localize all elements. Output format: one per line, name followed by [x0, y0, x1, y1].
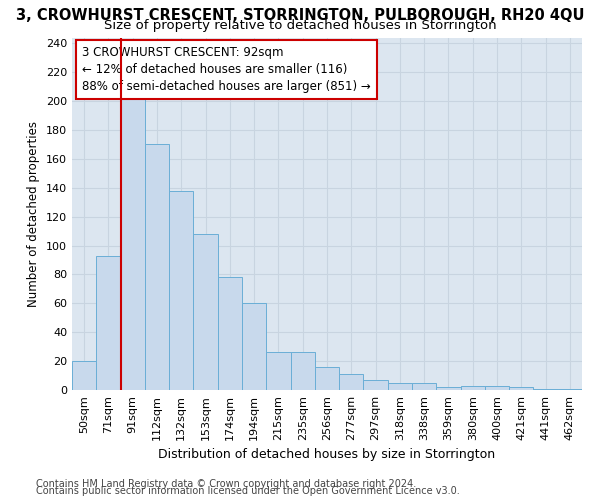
Bar	[121, 96, 145, 390]
Bar	[436, 387, 461, 390]
Bar	[461, 386, 485, 390]
Text: Size of property relative to detached houses in Storrington: Size of property relative to detached ho…	[104, 18, 496, 32]
Bar	[169, 190, 193, 390]
Bar	[339, 374, 364, 390]
Y-axis label: Number of detached properties: Number of detached properties	[28, 120, 40, 306]
Bar	[388, 383, 412, 390]
Bar	[218, 278, 242, 390]
Bar	[290, 352, 315, 390]
Bar	[364, 380, 388, 390]
Bar	[266, 352, 290, 390]
Text: Contains HM Land Registry data © Crown copyright and database right 2024.: Contains HM Land Registry data © Crown c…	[36, 479, 416, 489]
Bar	[315, 367, 339, 390]
Bar	[412, 383, 436, 390]
Bar	[96, 256, 121, 390]
Bar	[145, 144, 169, 390]
Bar	[485, 386, 509, 390]
Bar	[193, 234, 218, 390]
Bar	[509, 387, 533, 390]
Bar	[558, 388, 582, 390]
Text: 3, CROWHURST CRESCENT, STORRINGTON, PULBOROUGH, RH20 4QU: 3, CROWHURST CRESCENT, STORRINGTON, PULB…	[16, 8, 584, 22]
Text: Contains public sector information licensed under the Open Government Licence v3: Contains public sector information licen…	[36, 486, 460, 496]
X-axis label: Distribution of detached houses by size in Storrington: Distribution of detached houses by size …	[158, 448, 496, 462]
Bar	[72, 361, 96, 390]
Text: 3 CROWHURST CRESCENT: 92sqm
← 12% of detached houses are smaller (116)
88% of se: 3 CROWHURST CRESCENT: 92sqm ← 12% of det…	[82, 46, 371, 94]
Bar	[533, 388, 558, 390]
Bar	[242, 304, 266, 390]
